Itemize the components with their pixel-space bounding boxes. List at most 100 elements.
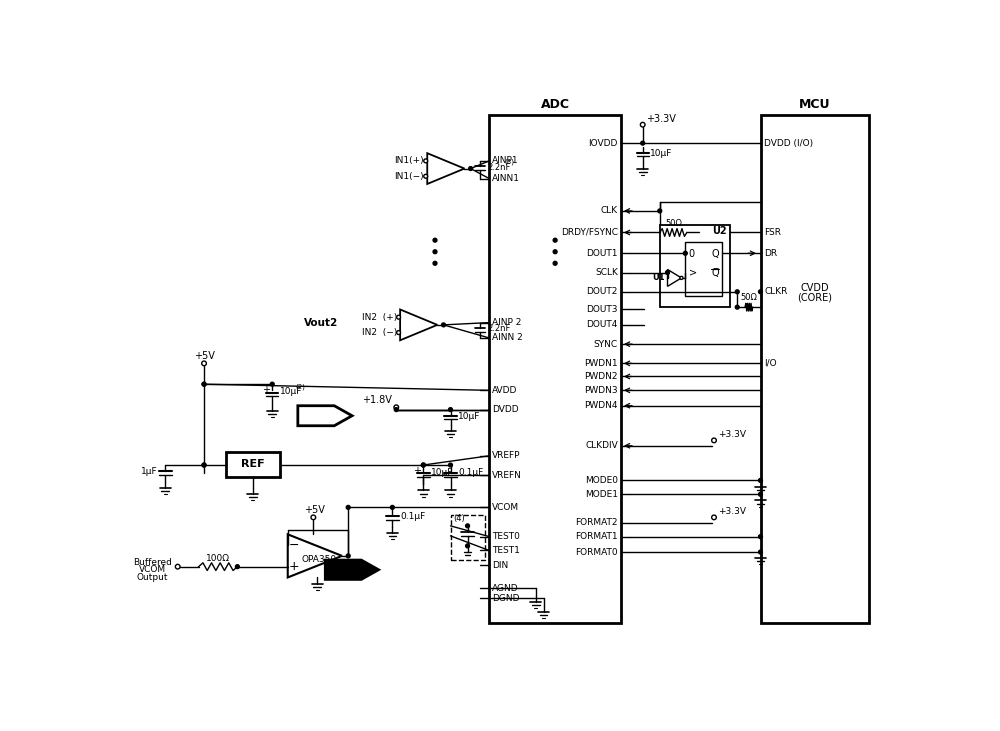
Bar: [685, 242, 722, 295]
Text: (3): (3): [504, 159, 514, 165]
Text: TEST0: TEST0: [492, 532, 520, 541]
Circle shape: [466, 524, 469, 528]
Text: Vout1: Vout1: [331, 164, 365, 173]
Text: Q̅: Q̅: [712, 268, 719, 278]
Text: (4): (4): [454, 515, 465, 523]
Circle shape: [735, 306, 739, 309]
Circle shape: [202, 361, 206, 366]
Circle shape: [442, 323, 445, 327]
Text: (CORE): (CORE): [797, 293, 832, 303]
Text: +: +: [289, 560, 299, 573]
Text: 100Ω: 100Ω: [206, 553, 230, 563]
Text: 50Ω: 50Ω: [740, 292, 757, 302]
Text: TEST1: TEST1: [492, 546, 520, 555]
Text: 0: 0: [688, 249, 695, 259]
Circle shape: [175, 564, 180, 569]
Circle shape: [390, 505, 394, 510]
Text: DOUT4: DOUT4: [587, 320, 618, 330]
Polygon shape: [427, 154, 464, 184]
Polygon shape: [288, 534, 342, 577]
Text: DOUT1: DOUT1: [586, 249, 618, 258]
Text: U1: U1: [652, 273, 664, 282]
Text: REF: REF: [241, 459, 265, 469]
Text: CLKDIV: CLKDIV: [585, 442, 618, 450]
Circle shape: [666, 270, 669, 274]
Text: AGND: AGND: [492, 584, 519, 593]
Text: VCOM: VCOM: [139, 565, 166, 575]
Text: +: +: [262, 385, 270, 395]
Text: 2.2nF: 2.2nF: [488, 325, 511, 333]
Text: PWDN4: PWDN4: [584, 401, 618, 410]
Circle shape: [553, 262, 557, 265]
Text: DR: DR: [764, 249, 778, 258]
Text: 10μF: 10μF: [280, 387, 302, 396]
Text: DVDD: DVDD: [492, 405, 519, 414]
Circle shape: [640, 122, 645, 127]
Text: CVDD: CVDD: [800, 283, 829, 293]
Circle shape: [394, 405, 399, 409]
Text: CLKR: CLKR: [764, 287, 788, 296]
Text: IOVDD: IOVDD: [589, 139, 618, 148]
Text: −: −: [289, 539, 299, 552]
Text: +3.3V: +3.3V: [646, 113, 676, 124]
Text: DRDY/FSYNC: DRDY/FSYNC: [561, 228, 618, 237]
Text: IN1(+): IN1(+): [395, 156, 424, 165]
Text: Buffered: Buffered: [133, 558, 172, 567]
Bar: [226, 452, 280, 477]
Text: Q: Q: [712, 249, 719, 259]
Circle shape: [449, 408, 452, 412]
Text: SYNC: SYNC: [594, 340, 618, 349]
Text: FORMAT2: FORMAT2: [575, 518, 618, 527]
Circle shape: [346, 505, 350, 510]
Circle shape: [202, 463, 206, 467]
Bar: [761, 115, 869, 623]
Circle shape: [641, 141, 645, 145]
Text: +5V: +5V: [304, 504, 325, 515]
Text: MODE0: MODE0: [585, 476, 618, 485]
Text: 0.1μF: 0.1μF: [458, 469, 484, 477]
Text: AINP 2: AINP 2: [492, 318, 522, 327]
Text: OPA350: OPA350: [301, 556, 336, 564]
Text: MODE1: MODE1: [585, 490, 618, 499]
Text: Vout2: Vout2: [304, 317, 338, 327]
Text: VREFP: VREFP: [492, 451, 521, 461]
Text: 10μF: 10μF: [650, 149, 673, 159]
Text: DOUT2: DOUT2: [587, 287, 618, 296]
Text: FORMAT1: FORMAT1: [575, 532, 618, 541]
Text: DIN: DIN: [492, 561, 509, 569]
Bar: [489, 115, 621, 623]
Text: AVDD: AVDD: [492, 386, 518, 395]
Circle shape: [433, 250, 437, 254]
Circle shape: [311, 515, 316, 520]
Circle shape: [421, 463, 425, 467]
Text: +3.3V: +3.3V: [718, 430, 746, 439]
Text: 10μF: 10μF: [431, 469, 454, 477]
Text: I/O: I/O: [764, 359, 777, 368]
Circle shape: [553, 238, 557, 242]
Circle shape: [759, 290, 762, 294]
Circle shape: [433, 262, 437, 265]
Bar: [450, 515, 485, 560]
Text: VCOM: VCOM: [492, 503, 519, 512]
Circle shape: [202, 382, 206, 386]
Text: IN2  (+): IN2 (+): [362, 313, 397, 322]
Circle shape: [680, 276, 683, 279]
Circle shape: [235, 565, 239, 569]
Circle shape: [658, 209, 662, 213]
Text: PWDN2: PWDN2: [584, 372, 618, 381]
Text: DVDD (I/O): DVDD (I/O): [764, 139, 814, 148]
Text: +1.8V: +1.8V: [362, 395, 392, 404]
Circle shape: [270, 382, 274, 386]
Circle shape: [202, 382, 206, 386]
Text: 50Ω: 50Ω: [665, 219, 682, 228]
Circle shape: [759, 493, 762, 496]
Polygon shape: [400, 309, 437, 340]
Circle shape: [759, 534, 762, 539]
Text: (2): (2): [296, 383, 305, 390]
Text: DOUT3: DOUT3: [586, 305, 618, 314]
Circle shape: [712, 515, 716, 520]
Circle shape: [469, 167, 473, 170]
Text: AINN 2: AINN 2: [492, 333, 523, 342]
Circle shape: [424, 159, 428, 163]
Text: MCU: MCU: [799, 98, 830, 111]
